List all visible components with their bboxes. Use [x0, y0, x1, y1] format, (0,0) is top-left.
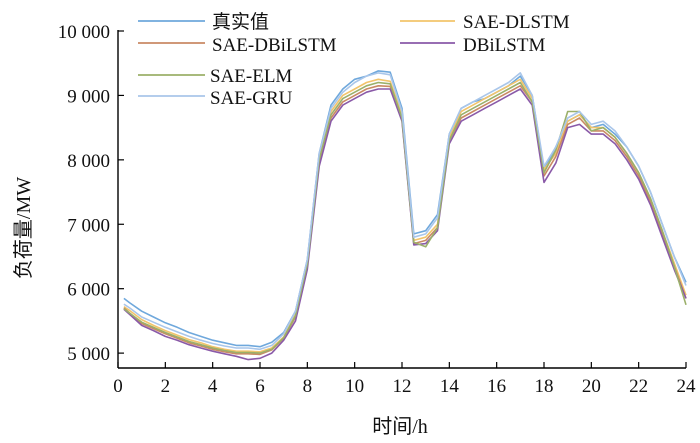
- x-tick-label: 18: [535, 376, 554, 397]
- series-line-3: [123, 85, 687, 356]
- series-lines: [123, 70, 687, 361]
- axes: [117, 30, 686, 369]
- series-line-5: [123, 81, 687, 354]
- x-tick-label: 0: [113, 376, 123, 397]
- y-axis-title: 负荷量/MW: [12, 177, 35, 279]
- y-tick-label: 6 000: [67, 280, 110, 301]
- series-line-1: [123, 70, 687, 348]
- legend-label: SAE-ELM: [210, 66, 292, 87]
- x-tick-label: 22: [629, 376, 648, 397]
- legend-label: SAE-DLSTM: [463, 12, 570, 33]
- legend-label: DBiLSTM: [463, 35, 545, 56]
- x-tick-label: 6: [255, 376, 265, 397]
- series-line-4: [123, 88, 687, 361]
- y-tick-label: 9 000: [67, 86, 110, 107]
- legend: 真实值 SAE-DLSTM SAE-DBiLSTM DBiLSTM SAE-ELMSAE…: [138, 11, 570, 109]
- x-tick-label: 20: [582, 376, 601, 397]
- x-tick-label: 12: [393, 376, 412, 397]
- x-axis-title: 时间/h: [372, 415, 428, 438]
- series-line-2: [123, 78, 687, 353]
- legend-label: SAE-GRU: [210, 88, 293, 109]
- x-tick-label: 16: [487, 376, 506, 397]
- x-tick-label: 4: [208, 376, 218, 397]
- x-tick-label: 14: [440, 376, 460, 397]
- y-tick-label: 10 000: [58, 22, 110, 43]
- x-tick-label: 2: [161, 376, 171, 397]
- x-tick-label: 10: [345, 376, 364, 397]
- y-tick-label: 7 000: [67, 215, 110, 236]
- series-line-6: [123, 72, 687, 351]
- tick-marks: [117, 30, 687, 368]
- legend-label: SAE-DBiLSTM: [212, 35, 337, 56]
- x-tick-label: 24: [677, 376, 697, 397]
- x-tick-label: 8: [303, 376, 313, 397]
- legend-label: 真实值: [212, 11, 269, 33]
- y-tick-label: 8 000: [67, 151, 110, 172]
- y-tick-label: 5 000: [67, 344, 110, 365]
